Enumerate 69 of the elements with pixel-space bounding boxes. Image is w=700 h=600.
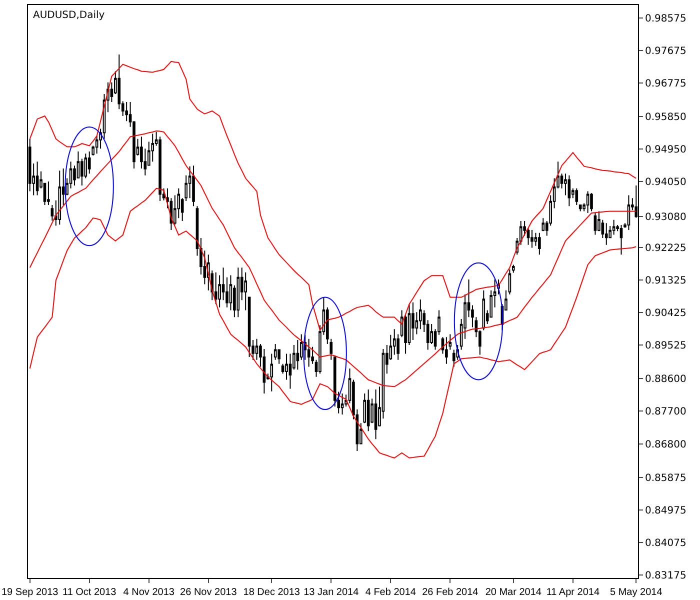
- candlestick: [214, 272, 218, 305]
- candlestick: [568, 174, 571, 207]
- candlestick: [575, 188, 578, 206]
- x-tick-label: 13 Jan 2014: [304, 587, 360, 598]
- x-tick-label: 26 Feb 2014: [422, 587, 479, 598]
- candlestick: [151, 133, 154, 162]
- candlestick: [374, 389, 378, 440]
- candlestick: [248, 296, 251, 358]
- candlestick: [512, 264, 515, 274]
- candlestick: [620, 224, 623, 256]
- y-tick-label: 0.94950: [645, 144, 686, 156]
- y-tick-label: 0.93080: [645, 212, 686, 224]
- candlestick: [158, 136, 162, 202]
- candlestick: [482, 290, 486, 331]
- y-tick-label: 0.89525: [645, 340, 686, 352]
- candlestick: [270, 353, 274, 392]
- candlestick: [236, 267, 240, 318]
- candlestick: [612, 219, 616, 236]
- x-tick-label: 4 Feb 2014: [365, 587, 416, 598]
- candlestick: [627, 194, 630, 230]
- x-tick-label: 19 Sep 2013: [2, 587, 59, 598]
- candlestick: [307, 338, 310, 368]
- y-tick-label: 0.94050: [645, 177, 686, 188]
- x-tick-label: 4 Nov 2013: [123, 587, 175, 598]
- x-tick-label: 5 May 2014: [610, 587, 663, 598]
- y-tick-label: 0.84075: [645, 538, 686, 549]
- x-tick-label: 18 Dec 2013: [243, 587, 300, 598]
- candlestick: [244, 272, 247, 311]
- candlestick: [274, 343, 277, 360]
- y-tick-label: 0.87700: [645, 406, 686, 418]
- candlestick: [58, 170, 62, 226]
- candlestick: [604, 222, 608, 246]
- candlestick: [36, 161, 39, 196]
- candlestick: [586, 190, 590, 214]
- x-tick-label: 11 Oct 2013: [62, 587, 117, 598]
- candlestick: [445, 336, 448, 364]
- x-tick-label: 26 Nov 2013: [180, 587, 238, 598]
- y-tick-label: 0.90425: [645, 308, 686, 320]
- candlestick: [508, 268, 512, 295]
- candlestick: [538, 232, 541, 256]
- candlestick: [590, 192, 593, 212]
- candlestick: [578, 204, 582, 212]
- candlestick: [452, 349, 456, 368]
- y-tick-label: 0.85875: [645, 472, 686, 484]
- y-tick-label: 0.97675: [645, 46, 686, 57]
- candlestick: [530, 230, 534, 248]
- y-tick-label: 0.96775: [645, 78, 686, 90]
- y-tick-label: 0.86800: [645, 439, 686, 450]
- x-tick-label: 11 Apr 2014: [546, 587, 600, 598]
- candlestick: [542, 218, 545, 232]
- y-tick-label: 0.88600: [645, 374, 686, 386]
- candlestick: [340, 393, 344, 415]
- y-tick-label: 0.98575: [645, 13, 686, 24]
- line-series: [29, 130, 637, 388]
- candlestick: [47, 181, 50, 206]
- line-series: [29, 188, 637, 458]
- candlestick: [50, 204, 54, 222]
- candlestick: [594, 212, 597, 236]
- y-tick-label: 0.83175: [645, 570, 686, 582]
- line-series: [29, 60, 637, 331]
- text: AUDUSD,Daily: [33, 10, 105, 21]
- y-tick-label: 0.92225: [645, 243, 686, 254]
- candlestick: [192, 165, 195, 207]
- x-tick-label: 20 Mar 2014: [485, 587, 542, 598]
- y-tick-label: 0.95850: [645, 112, 686, 123]
- candlestick: [366, 389, 370, 432]
- y-tick-label: 0.84975: [645, 505, 686, 516]
- candlestick: [419, 298, 422, 330]
- y-tick-label: 0.91325: [645, 276, 686, 287]
